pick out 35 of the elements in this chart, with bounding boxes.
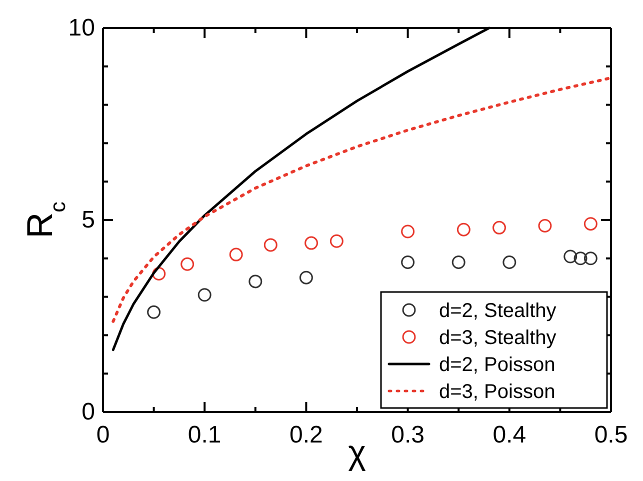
line-series xyxy=(112,76,612,323)
point xyxy=(229,248,243,262)
x-tick-label: 0.3 xyxy=(391,422,424,449)
point xyxy=(564,250,578,264)
point xyxy=(574,252,588,266)
x-tick-label: 0.5 xyxy=(594,422,628,449)
point xyxy=(264,238,278,252)
point xyxy=(584,252,598,266)
legend-label: d=2, Poisson xyxy=(439,354,556,376)
point xyxy=(152,267,166,281)
point xyxy=(456,222,470,236)
point xyxy=(584,217,598,231)
point xyxy=(492,220,506,234)
legend-label: d=2, Stealthy xyxy=(439,300,556,322)
point xyxy=(248,274,262,288)
legend-label: d=3, Stealthy xyxy=(439,327,556,349)
point xyxy=(330,234,344,248)
point xyxy=(401,255,415,269)
y-tick-label: 5 xyxy=(82,206,95,234)
x-tick-label: 0.2 xyxy=(290,422,323,449)
x-tick-label: 0.4 xyxy=(492,422,526,449)
x-tick-label: 0.1 xyxy=(188,422,222,449)
point xyxy=(452,255,466,269)
x-axis-title: χ xyxy=(348,434,366,472)
point xyxy=(401,224,415,238)
point xyxy=(299,270,313,284)
point xyxy=(502,255,516,269)
point xyxy=(180,257,194,271)
point xyxy=(304,236,318,250)
y-tick-label: 10 xyxy=(68,14,95,42)
y-tick-label: 0 xyxy=(82,398,95,426)
legend-label: d=3, Poisson xyxy=(439,381,556,403)
point xyxy=(538,219,552,233)
point xyxy=(147,305,161,319)
point xyxy=(198,288,212,302)
